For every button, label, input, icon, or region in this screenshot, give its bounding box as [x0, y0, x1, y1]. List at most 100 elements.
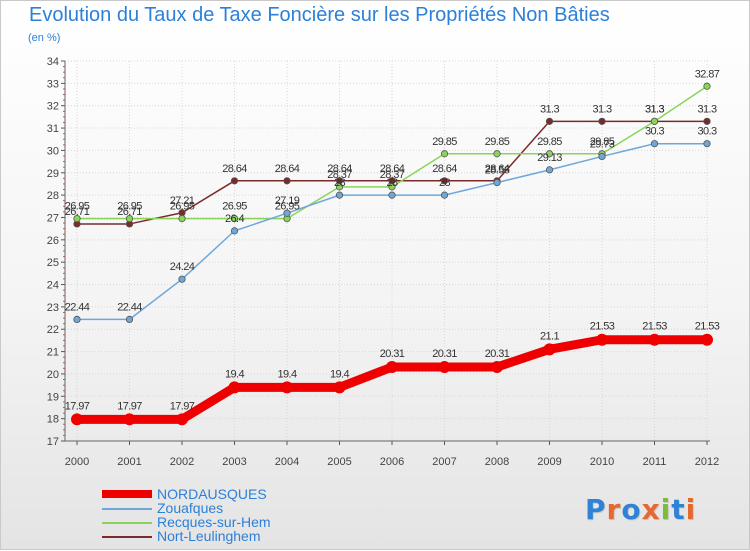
data-point	[178, 214, 186, 223]
x-tick-label: 2006	[380, 456, 404, 468]
data-point	[545, 150, 554, 158]
logo-letter: i	[685, 493, 697, 526]
data-label: 24.24	[170, 261, 195, 273]
data-point	[440, 191, 449, 199]
data-label: 28.64	[275, 163, 300, 175]
x-tick-label: 2005	[327, 456, 351, 468]
logo-letter: P	[585, 493, 607, 526]
y-tick-label: 22	[47, 324, 59, 336]
data-point	[230, 227, 239, 235]
data-point	[440, 177, 449, 185]
proxiti-logo: Proxiti	[585, 493, 696, 526]
x-tick-label: 2007	[432, 456, 456, 468]
data-label: 27.21	[170, 195, 195, 207]
data-label: 28.64	[222, 163, 247, 175]
data-label: 26.95	[117, 201, 142, 213]
data-label: 22.44	[65, 301, 90, 313]
y-tick-label: 32	[47, 101, 59, 113]
data-label: 19.4	[225, 368, 244, 380]
data-point	[598, 117, 606, 125]
y-tick-label: 20	[47, 369, 59, 381]
data-point	[178, 275, 186, 283]
data-label: 29.13	[537, 152, 562, 164]
data-point	[71, 413, 83, 426]
data-label: 26.95	[170, 201, 195, 213]
data-label: 29.73	[590, 138, 615, 150]
data-point	[545, 166, 554, 174]
data-label: 31.3	[645, 103, 664, 115]
data-point	[125, 214, 134, 223]
data-label: 17.97	[65, 400, 90, 412]
y-tick-label: 30	[47, 145, 59, 157]
data-label: 20.31	[432, 348, 457, 360]
data-point	[388, 183, 396, 191]
y-tick-label: 28	[47, 190, 59, 202]
data-label: 30.3	[645, 126, 664, 138]
data-label: 27.19	[275, 195, 300, 207]
x-tick-label: 2000	[65, 456, 89, 468]
y-tick-label: 31	[47, 123, 59, 135]
data-label: 26.95	[65, 201, 90, 213]
y-tick-label: 27	[47, 212, 59, 224]
data-point	[703, 82, 711, 90]
data-point	[73, 214, 81, 223]
logo-letter: t	[671, 493, 686, 526]
data-label: 28.64	[485, 163, 510, 175]
data-label: 20.31	[485, 348, 510, 360]
y-tick-label: 33	[47, 78, 59, 90]
series-lines	[71, 82, 713, 426]
data-label: 17.97	[117, 400, 142, 412]
data-point	[648, 333, 661, 346]
x-tick-label: 2003	[222, 456, 246, 468]
data-point	[438, 361, 451, 374]
data-label: 31.3	[697, 103, 716, 115]
logo-letter: i	[660, 493, 672, 526]
data-point	[386, 361, 398, 374]
data-label: 31.3	[592, 103, 611, 115]
data-point	[281, 381, 293, 394]
data-point	[703, 117, 711, 125]
data-point	[543, 343, 556, 356]
data-point	[650, 140, 659, 148]
x-tick-label: 2012	[695, 456, 719, 468]
legend-label: NORDAUSQUES	[157, 486, 267, 502]
x-tick-label: 2009	[537, 456, 561, 468]
grid-lines	[65, 60, 710, 442]
data-point	[545, 117, 554, 125]
data-point	[491, 361, 503, 374]
data-label: 29.85	[590, 136, 615, 148]
data-label: 28	[334, 177, 346, 189]
unit-label: (en %)	[28, 32, 61, 44]
data-point	[335, 183, 344, 191]
y-tick-label: 26	[47, 235, 59, 247]
x-tick-label: 2008	[485, 456, 509, 468]
legend-swatch	[102, 536, 152, 538]
data-point	[73, 315, 81, 323]
axes: 17 18 19 20 21 22 23 24 25 26 27 28 29 30 31 32 33 34 2000…	[47, 56, 719, 468]
data-label: 28.64	[327, 163, 352, 175]
data-label: 17.97	[170, 400, 195, 412]
data-point	[283, 209, 291, 217]
y-tick-label: 19	[47, 391, 59, 403]
data-label: 31.3	[540, 103, 559, 115]
data-point	[388, 191, 396, 199]
data-label: 29.85	[432, 136, 457, 148]
y-tick-label: 21	[47, 347, 59, 359]
data-label: 28.56	[485, 165, 510, 177]
data-label: 26.71	[65, 206, 90, 218]
data-label: 22.44	[117, 301, 142, 313]
data-point	[596, 333, 608, 346]
data-labels: 26.71 26.71 27.21 28.64 28.64 28.64 28.64 28.64…	[65, 68, 721, 412]
legend-swatch	[102, 508, 152, 510]
data-label: 28.37	[380, 169, 405, 181]
data-point	[440, 150, 449, 158]
data-label: 19.4	[277, 368, 296, 380]
data-point	[283, 177, 291, 185]
y-tick-label: 24	[47, 280, 59, 292]
data-label: 21.53	[590, 321, 615, 333]
data-point	[701, 333, 713, 346]
legend-swatch	[102, 490, 152, 498]
data-point	[125, 315, 134, 323]
